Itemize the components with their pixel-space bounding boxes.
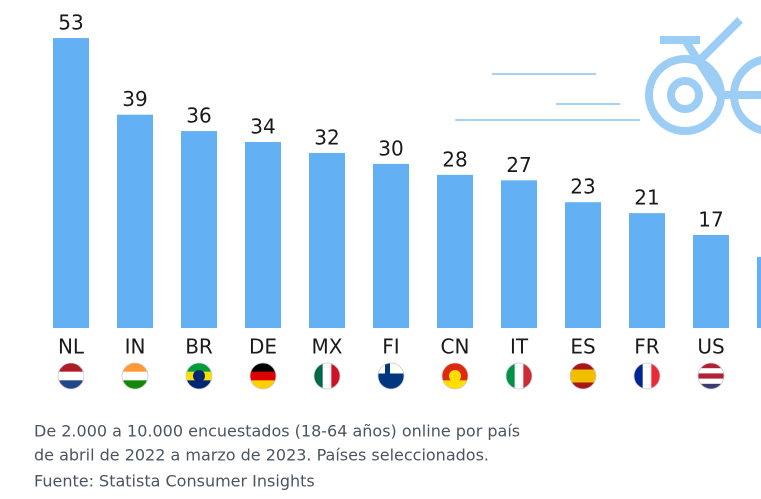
flag-stripe: [58, 372, 84, 381]
flag-stripe: [698, 373, 724, 379]
bar: [757, 257, 761, 328]
bar: [309, 153, 345, 328]
x-tick-label: IT: [510, 335, 529, 359]
note: de abril de 2022 a marzo de 2023. Países…: [34, 446, 489, 465]
x-tick-label: US: [697, 335, 724, 359]
bar: [693, 235, 729, 328]
x-tick-label: FR: [634, 335, 660, 359]
flag-stripe: [634, 363, 643, 389]
flag-stripe: [570, 370, 596, 377]
flag-stripe: [698, 368, 724, 374]
bar: [437, 175, 473, 328]
flag-stripe: [570, 376, 596, 383]
flag-stripe: [698, 379, 724, 385]
value-label: 17: [698, 208, 723, 232]
flag-stripe: [506, 363, 515, 389]
x-tick-label: MX: [312, 335, 343, 359]
x-tick-label: DE: [249, 335, 277, 359]
flag-stripe: [122, 372, 148, 381]
bar: [565, 202, 601, 328]
x-tick-label: NL: [58, 335, 85, 359]
note: Fuente: Statista Consumer Insights: [34, 472, 315, 491]
value-label: 27: [506, 153, 531, 177]
bar: [245, 142, 281, 328]
flag-stripe: [698, 363, 724, 369]
value-label: 53: [58, 11, 83, 35]
bar: [629, 213, 665, 328]
bar: [373, 164, 409, 328]
value-label: 23: [570, 175, 595, 199]
flag-stripe: [323, 363, 332, 389]
bar: [117, 115, 153, 328]
x-tick-label: IN: [125, 335, 146, 359]
x-tick-label: BR: [185, 335, 213, 359]
note: De 2.000 a 10.000 encuestados (18-64 año…: [34, 422, 520, 441]
flag-stripe: [314, 363, 323, 389]
bar: [181, 131, 217, 328]
flag-stripe: [250, 363, 276, 372]
value-label: 32: [314, 125, 339, 149]
x-tick-label: CN: [441, 335, 470, 359]
value-label: 30: [378, 136, 403, 160]
value-label: 36: [186, 104, 211, 128]
flag-stripe: [122, 363, 148, 372]
flag-stripe: [250, 372, 276, 381]
bar: [501, 180, 537, 328]
x-tick-label: ES: [570, 335, 595, 359]
bicycle-decoration: [455, 20, 761, 131]
chart: De 2.000 a 10.000 encuestados (18-64 año…: [0, 0, 761, 499]
bar: [53, 38, 89, 328]
x-tick-label: FI: [382, 335, 399, 359]
flag-stripe: [643, 363, 652, 389]
value-label: 21: [634, 186, 659, 210]
flag-stripe: [570, 383, 596, 390]
flag-stripe: [515, 363, 524, 389]
flag-emblem: [449, 370, 461, 382]
value-label: 34: [250, 115, 275, 139]
value-label: 39: [122, 87, 147, 111]
value-label: 28: [442, 147, 467, 171]
flag-emblem: [193, 370, 205, 382]
flag-stripe: [58, 363, 84, 372]
flag-cross: [378, 374, 404, 379]
